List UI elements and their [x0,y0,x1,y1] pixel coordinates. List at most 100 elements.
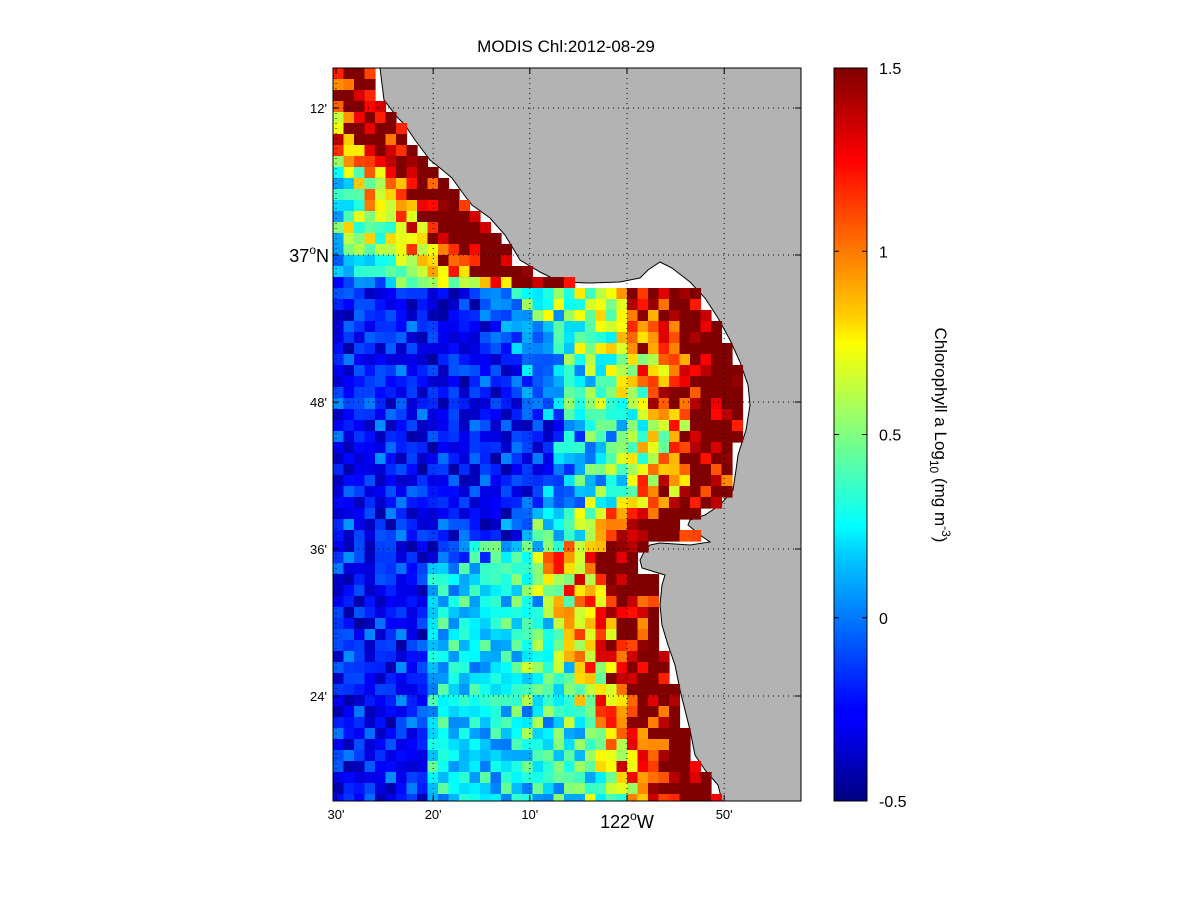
chl-pixel [406,541,418,553]
chl-pixel [354,772,366,784]
lat-label: 24' [310,689,327,704]
chl-pixel [364,519,376,531]
chl-pixel [700,343,712,355]
chl-pixel [690,288,702,300]
chl-pixel [448,321,460,333]
lat-label: 36' [310,542,327,557]
chl-pixel [669,288,681,300]
chl-pixel [385,409,397,421]
chl-pixel [459,651,471,663]
chl-pixel [480,706,492,718]
chl-pixel [364,222,376,234]
chl-pixel [490,629,502,641]
chl-pixel [627,343,639,355]
chl-pixel [574,508,586,520]
chl-pixel [648,662,660,674]
chl-pixel [543,530,555,542]
chl-pixel [406,585,418,597]
chl-pixel [333,288,345,300]
chl-pixel [354,145,366,157]
chl-pixel [396,244,408,256]
chl-pixel [585,354,597,366]
chl-pixel [553,409,565,421]
chl-pixel [606,332,618,344]
chl-pixel [448,574,460,586]
chl-pixel [354,695,366,707]
chl-pixel [469,739,481,751]
chl-pixel [480,365,492,377]
chl-pixel [427,266,439,278]
chl-pixel [553,651,565,663]
chl-pixel [333,211,345,223]
chl-pixel [616,332,628,344]
chl-pixel [679,783,691,795]
chl-pixel [406,365,418,377]
chl-pixel [606,772,618,784]
chl-pixel [364,68,376,80]
chl-pixel [543,299,555,311]
chl-pixel [637,607,649,619]
colorbar-label: Chlorophyll a Log10 (mg m-3) [927,328,953,543]
chl-pixel [627,596,639,608]
chl-pixel [553,530,565,542]
chl-pixel [459,629,471,641]
chl-pixel [375,299,387,311]
chl-pixel [354,651,366,663]
chl-pixel [343,761,355,773]
chl-pixel [396,596,408,608]
chl-pixel [354,321,366,333]
chl-pixel [375,772,387,784]
chl-pixel [606,475,618,487]
longitude-labels: 30' 20' 10' 122oW 50' [328,807,733,832]
chl-pixel [501,343,513,355]
chl-pixel [501,541,513,553]
chl-pixel [459,662,471,674]
chl-pixel [427,354,439,366]
chl-pixel [333,244,345,256]
chl-pixel [448,365,460,377]
chl-pixel [595,618,607,630]
chl-pixel [658,321,670,333]
chl-pixel [574,343,586,355]
chl-pixel [616,409,628,421]
chl-pixel [658,442,670,454]
chl-pixel [480,552,492,564]
lat-label: 12' [310,101,327,116]
chl-pixel [343,167,355,179]
chl-pixel [406,739,418,751]
chl-pixel [648,508,660,520]
chl-pixel [343,453,355,465]
chl-pixel [490,409,502,421]
chl-pixel [438,684,450,696]
chl-pixel [438,541,450,553]
chl-pixel [532,772,544,784]
chl-pixel [385,662,397,674]
chl-pixel [606,442,618,454]
chl-pixel [364,574,376,586]
chl-pixel [627,453,639,465]
chl-pixel [553,387,565,399]
chl-pixel [333,717,345,729]
chl-pixel [501,684,513,696]
chl-pixel [522,706,534,718]
chl-pixel [396,761,408,773]
chl-pixel [385,618,397,630]
chl-pixel [543,519,555,531]
chl-pixel [354,123,366,135]
chl-pixel [616,387,628,399]
chl-pixel [375,717,387,729]
chl-pixel [354,541,366,553]
chl-pixel [333,134,345,146]
chl-pixel [553,596,565,608]
chl-pixel [459,354,471,366]
chl-pixel [564,585,576,597]
chl-pixel [459,640,471,652]
chl-pixel [543,442,555,454]
chl-pixel [627,321,639,333]
chl-pixel [522,266,534,278]
chl-pixel [637,541,649,553]
chl-pixel [511,332,523,344]
chl-pixel [595,497,607,509]
chl-pixel [637,783,649,795]
chl-pixel [522,574,534,586]
